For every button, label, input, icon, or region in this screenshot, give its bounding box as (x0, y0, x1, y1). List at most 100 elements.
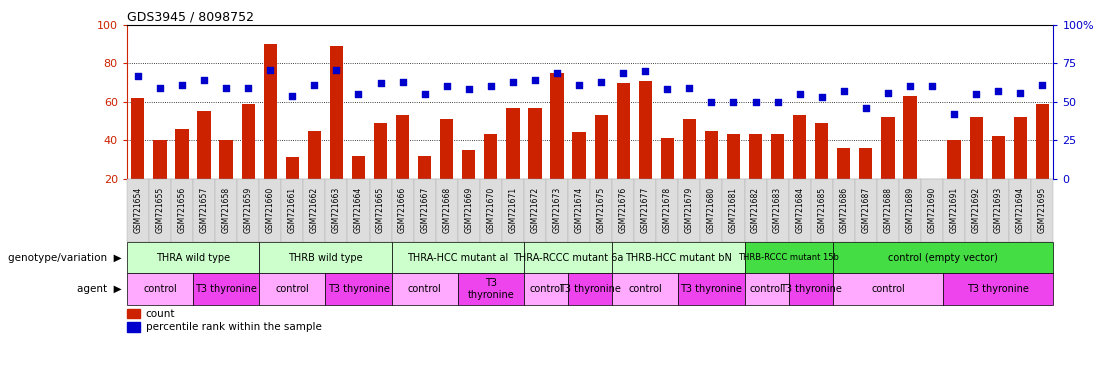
Bar (771, 134, 784, 179)
Bar (153, 140, 167, 179)
Text: GSM721677: GSM721677 (641, 187, 650, 233)
Point (614, 70, 632, 76)
Point (239, 85, 257, 91)
Text: control (empty vector): control (empty vector) (888, 253, 998, 263)
Point (857, 105, 875, 111)
Point (636, 68, 654, 74)
Text: GSM721686: GSM721686 (839, 187, 848, 233)
Bar (837, 148, 850, 179)
Point (350, 91, 367, 97)
Bar (131, 98, 144, 179)
Text: THRB wild type: THRB wild type (288, 253, 363, 263)
Point (703, 99, 720, 105)
Text: T3 thyronine: T3 thyronine (780, 284, 842, 294)
Text: GSM721660: GSM721660 (266, 187, 275, 233)
Bar (484, 134, 497, 179)
Text: GSM721668: GSM721668 (442, 187, 451, 233)
Bar (947, 140, 961, 179)
Point (416, 91, 433, 97)
Text: GSM721655: GSM721655 (156, 187, 164, 233)
Text: GSM721664: GSM721664 (354, 187, 363, 233)
Text: control: control (408, 284, 441, 294)
Point (769, 99, 786, 105)
Text: GSM721695: GSM721695 (1038, 187, 1047, 233)
Point (813, 94, 831, 100)
Text: GSM721691: GSM721691 (950, 187, 959, 233)
Point (438, 83, 456, 89)
Text: GSM721667: GSM721667 (420, 187, 429, 233)
Text: THRA wild type: THRA wild type (156, 253, 231, 263)
Text: control: control (143, 284, 176, 294)
Text: GSM721676: GSM721676 (619, 187, 628, 233)
Text: GSM721682: GSM721682 (751, 187, 760, 233)
Point (791, 91, 808, 97)
Bar (572, 132, 586, 179)
Text: GSM721694: GSM721694 (1016, 187, 1025, 233)
Point (151, 85, 169, 91)
Point (548, 70, 566, 76)
Bar (881, 117, 895, 179)
Text: GSM721679: GSM721679 (685, 187, 694, 233)
Text: GSM721666: GSM721666 (398, 187, 407, 233)
Point (1011, 89, 1029, 96)
Bar (440, 119, 453, 179)
Text: GSM721678: GSM721678 (663, 187, 672, 233)
Bar (661, 138, 674, 179)
Bar (175, 129, 189, 179)
Bar (705, 131, 718, 179)
Text: GSM721685: GSM721685 (817, 187, 826, 233)
Bar (374, 123, 387, 179)
Bar (264, 44, 277, 179)
Text: GSM721659: GSM721659 (244, 187, 253, 233)
Bar (528, 108, 542, 179)
Point (901, 83, 919, 89)
Text: GSM721669: GSM721669 (464, 187, 473, 233)
Text: GSM721680: GSM721680 (707, 187, 716, 233)
Bar (925, 179, 939, 182)
Text: GSM721663: GSM721663 (332, 187, 341, 233)
Text: GSM721670: GSM721670 (486, 187, 495, 233)
Text: THRA-RCCC mutant 6a: THRA-RCCC mutant 6a (513, 253, 623, 263)
Bar (242, 104, 255, 179)
Bar (308, 131, 321, 179)
Text: T3 thyronine: T3 thyronine (681, 284, 742, 294)
Text: GSM721662: GSM721662 (310, 187, 319, 233)
Bar (749, 134, 762, 179)
Bar (197, 111, 211, 179)
Text: control: control (750, 284, 783, 294)
Point (306, 82, 323, 88)
Text: T3 thyronine: T3 thyronine (328, 284, 389, 294)
Bar (396, 115, 409, 179)
Bar (992, 136, 1005, 179)
Point (725, 99, 742, 105)
Point (923, 83, 941, 89)
Bar (286, 157, 299, 179)
Text: GSM721683: GSM721683 (773, 187, 782, 233)
Text: GSM721689: GSM721689 (906, 187, 914, 233)
Text: GSM721684: GSM721684 (795, 187, 804, 233)
Text: control: control (529, 284, 563, 294)
Text: GSM721661: GSM721661 (288, 187, 297, 233)
Point (372, 80, 389, 86)
Point (195, 77, 213, 83)
Point (1034, 82, 1051, 88)
Text: THRB-HCC mutant bN: THRB-HCC mutant bN (625, 253, 731, 263)
Text: T3 thyronine: T3 thyronine (967, 284, 1029, 294)
Text: GSM721687: GSM721687 (861, 187, 870, 233)
Point (747, 99, 764, 105)
Text: GSM721674: GSM721674 (575, 187, 583, 233)
Point (989, 88, 1007, 94)
Text: GDS3945 / 8098752: GDS3945 / 8098752 (127, 11, 254, 24)
Point (283, 93, 301, 99)
Bar (683, 119, 696, 179)
Text: control: control (629, 284, 662, 294)
Point (945, 111, 963, 117)
Bar (1036, 104, 1049, 179)
Text: GSM721688: GSM721688 (884, 187, 892, 233)
Text: GSM721671: GSM721671 (508, 187, 517, 233)
Point (526, 77, 544, 83)
Point (835, 88, 853, 94)
Text: GSM721657: GSM721657 (200, 187, 208, 233)
Bar (859, 148, 872, 179)
Text: count: count (146, 308, 175, 319)
